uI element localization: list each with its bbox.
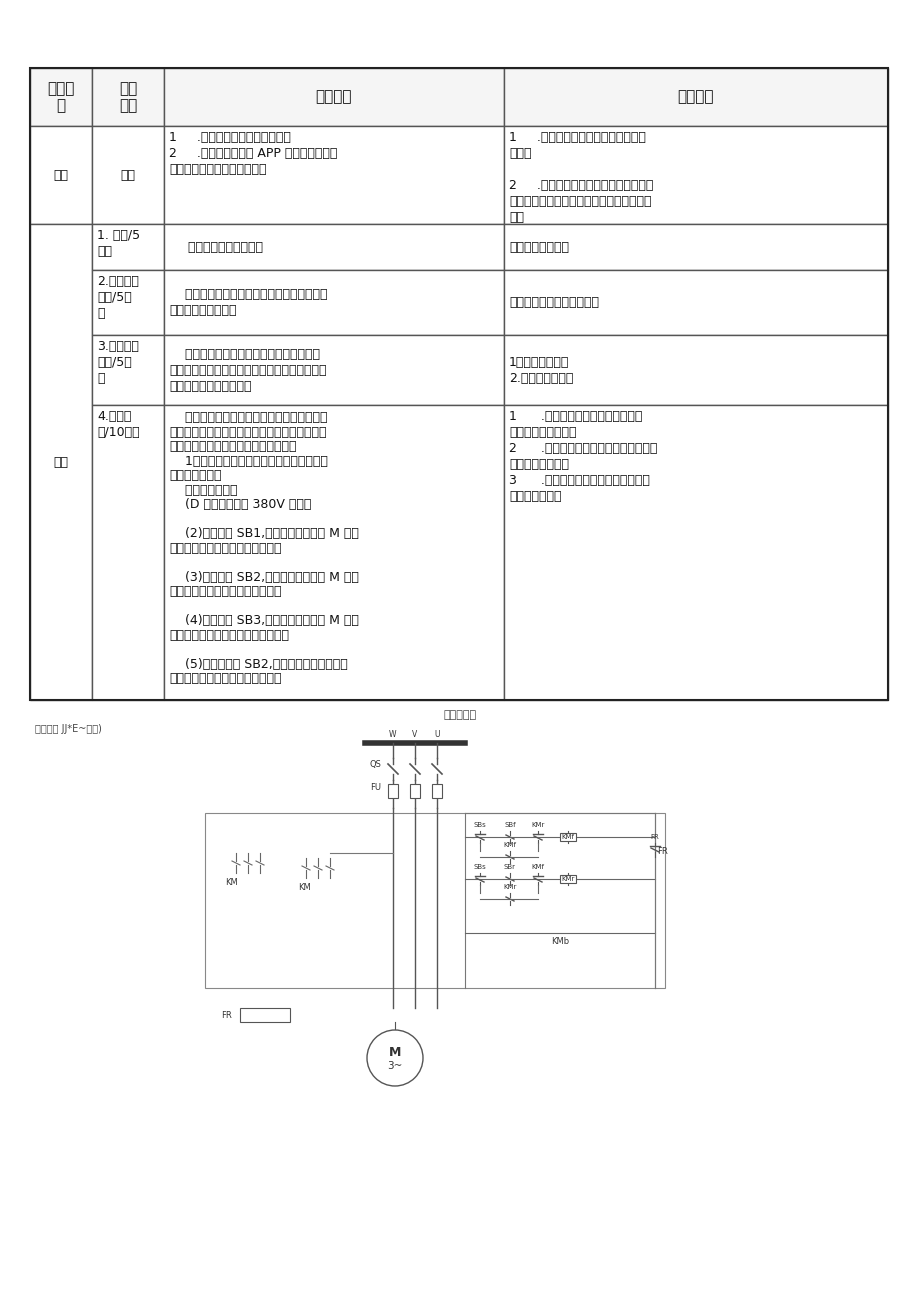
Text: FU: FU (369, 783, 380, 792)
Bar (164, 334, 504, 405)
Text: FR: FR (650, 834, 659, 840)
Text: 简单的测试题目进行统计分析，针对薄弱环节以: 简单的测试题目进行统计分析，针对薄弱环节以 (169, 425, 326, 438)
Text: 教师活动: 教师活动 (315, 90, 352, 104)
Text: U: U (434, 730, 439, 739)
Text: 1温习所学知识；
2.回答相关问题。: 1温习所学知识； 2.回答相关问题。 (508, 355, 573, 385)
Bar (504, 68, 887, 126)
Bar (410, 785, 420, 798)
Text: FR: FR (656, 847, 667, 856)
Circle shape (367, 1030, 423, 1086)
Text: KMr: KMr (503, 883, 516, 890)
Bar (92, 126, 164, 224)
Text: SBs: SBs (473, 864, 486, 870)
Bar (205, 813, 664, 987)
Text: 三相，任 JJ*E~网络): 三相，任 JJ*E~网络) (35, 723, 102, 734)
Bar (92, 334, 164, 405)
Text: KMb: KMb (550, 937, 569, 946)
Bar (504, 271, 887, 334)
Bar (432, 785, 441, 798)
Text: 向，自锁和联锁触头的吸断状态。: 向，自锁和联锁触头的吸断状态。 (169, 673, 281, 686)
Text: 教学
活动: 教学 活动 (119, 81, 137, 113)
Text: 1     .开展课前预习，完成发布的自学
测验。

2     .利用宇龙仿真软件进行三相异步电
动机两种正反转控制电路接线，了解工作过
程。: 1 .开展课前预习，完成发布的自学 测验。 2 .利用宇龙仿真软件进行三相异步电… (508, 131, 652, 224)
Text: 3.实训内容
导入/5分
钟: 3.实训内容 导入/5分 钟 (96, 340, 139, 385)
Bar (164, 224, 504, 271)
Text: 及重难点结合智慧职教平台进行讲解。: 及重难点结合智慧职教平台进行讲解。 (169, 440, 296, 453)
Bar (92, 271, 164, 334)
Bar (164, 68, 504, 126)
Text: 1. 签到/5
分钟: 1. 签到/5 分钟 (96, 229, 140, 258)
Text: 按照下图接线：: 按照下图接线： (169, 484, 237, 497)
Text: KM: KM (298, 883, 311, 892)
Text: 电路原理解: 电路原理解 (443, 710, 476, 719)
Bar (30, 224, 92, 700)
Text: FR: FR (221, 1011, 232, 1020)
Text: 向，自锁和联锁触头的吸断状态。: 向，自锁和联锁触头的吸断状态。 (169, 541, 281, 554)
Text: (4)按下按钮 SB3,观察并记录电动机 M 运转: (4)按下按钮 SB3,观察并记录电动机 M 运转 (169, 614, 358, 627)
Bar (388, 785, 398, 798)
Text: KMf: KMf (531, 864, 544, 870)
Text: KMr: KMr (561, 876, 574, 882)
Text: 1、三相异步电动机电气互锁正反转控制电: 1、三相异步电动机电气互锁正反转控制电 (169, 454, 327, 467)
Text: (5)再按下按钮 SB2,观察并记录电动机的转: (5)再按下按钮 SB2,观察并记录电动机的转 (169, 657, 347, 670)
Text: 课前进行实训相关内容预习: 课前进行实训相关内容预习 (508, 297, 598, 310)
Bar (504, 224, 887, 271)
Bar (164, 271, 504, 334)
Text: KMr: KMr (531, 822, 544, 827)
Text: 4.任务分
析/10分钟: 4.任务分 析/10分钟 (96, 410, 140, 438)
Bar (30, 68, 92, 126)
Text: QS: QS (369, 760, 381, 769)
Bar (164, 126, 504, 224)
Text: (D 接通三相交流 380V 电源。: (D 接通三相交流 380V 电源。 (169, 498, 311, 511)
Text: 向，自锁和联锁触头的吸断状态。: 向，自锁和联锁触头的吸断状态。 (169, 585, 281, 598)
Text: 课中: 课中 (53, 455, 68, 468)
Text: 智慧职教平台发起签到: 智慧职教平台发起签到 (172, 241, 263, 254)
Text: SBs: SBs (473, 822, 486, 827)
Text: 路安装与调试：: 路安装与调试： (169, 468, 221, 481)
Text: 教学环
节: 教学环 节 (47, 81, 74, 113)
Text: 在平台上进行签到: 在平台上进行签到 (508, 241, 568, 254)
Bar (92, 224, 164, 271)
Bar (504, 334, 887, 405)
Text: 状态，自锁和联锁触头的吸断状态。: 状态，自锁和联锁触头的吸断状态。 (169, 628, 289, 641)
Text: 2.了解预习
情况/5分
钟: 2.了解预习 情况/5分 钟 (96, 275, 139, 320)
Text: 利用智慧职教平台对课前布置的预习任务及: 利用智慧职教平台对课前布置的预习任务及 (169, 411, 327, 424)
Text: SBf: SBf (504, 822, 516, 827)
Text: 平台使用统计、按时完成视频、课件预习、
测试和作业统计等。: 平台使用统计、按时完成视频、课件预习、 测试和作业统计等。 (169, 288, 327, 317)
Bar (30, 126, 92, 224)
Bar (504, 126, 887, 224)
Bar (92, 405, 164, 700)
Text: 1      .通过视觉、听觉等多方位的学
习，了解相关知识；
2      .讨论、回答面授过程中老师提出的
线上线下等问题；
3      .结合实训设备，: 1 .通过视觉、听觉等多方位的学 习，了解相关知识； 2 .讨论、回答面授过程中… (508, 410, 657, 503)
Text: KMf: KMf (503, 842, 516, 848)
Text: 3~: 3~ (387, 1062, 403, 1071)
Text: V: V (412, 730, 417, 739)
Text: (2)按下按钮 SB1,观察并记录电动机 M 的转: (2)按下按钮 SB1,观察并记录电动机 M 的转 (169, 527, 358, 540)
Text: SBr: SBr (504, 864, 516, 870)
Text: KMf: KMf (561, 834, 573, 840)
Bar (164, 405, 504, 700)
Bar (560, 876, 575, 883)
Text: 预习: 预习 (120, 169, 135, 182)
Bar (560, 833, 575, 840)
Bar (30, 68, 887, 700)
Text: KM: KM (225, 878, 237, 887)
Text: 学生活动: 学生活动 (677, 90, 713, 104)
Text: W: W (389, 730, 396, 739)
Text: 回顾上节课的三相异步电动机电机正反转
控制电路的内容，结合实训室的设备，引入本次
课的实训内容及要求等。: 回顾上节课的三相异步电动机电机正反转 控制电路的内容，结合实训室的设备，引入本次… (169, 347, 326, 393)
Bar (92, 68, 164, 126)
Text: (3)按下按钮 SB2,观察并记录电动机 M 的转: (3)按下按钮 SB2,观察并记录电动机 M 的转 (169, 571, 358, 584)
Bar (240, 1008, 289, 1023)
Bar (504, 405, 887, 700)
Text: 1     .将实训内容上传智慧职教。
2     .云课堂智慧职教 APP 发布预习任务，
并要求完成发布的自学测验。: 1 .将实训内容上传智慧职教。 2 .云课堂智慧职教 APP 发布预习任务， 并… (169, 131, 337, 176)
Text: M: M (389, 1046, 401, 1059)
Text: 课前: 课前 (53, 169, 68, 182)
